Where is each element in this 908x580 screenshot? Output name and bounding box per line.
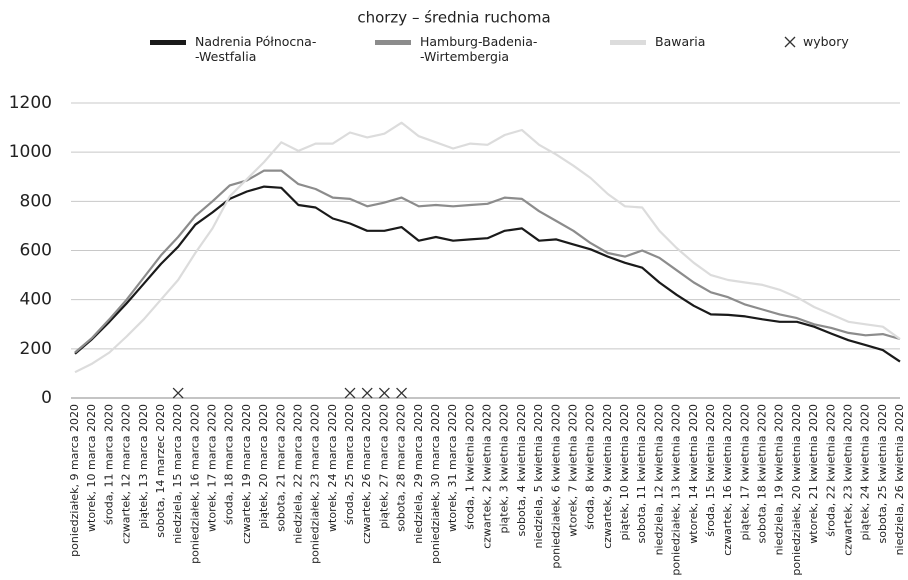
x-tick-label: niedziela, 19 kwietnia 2020 (773, 404, 786, 555)
x-tick-label: wtorek, 7 kwietnia 2020 (566, 404, 579, 537)
x-tick-label: poniedziałek, 23 marca 2020 (309, 404, 322, 564)
legend-label: Nadrenia Północna- -Westfalia (195, 34, 317, 64)
legend-swatch (150, 40, 186, 45)
x-tick-label: sobota, 18 kwietnia 2020 (756, 404, 769, 543)
y-tick-label: 0 (41, 388, 52, 408)
x-tick-label: sobota, 25 kwietnia 2020 (876, 404, 889, 543)
marker (378, 387, 390, 399)
x-tick-label: piątek, 13 marca 2020 (137, 404, 150, 529)
x-tick-label: środa, 18 marca 2020 (223, 404, 236, 525)
x-tick-label: sobota, 21 marca 2020 (274, 404, 287, 532)
x-tick-label: sobota, 14 marzec 2020 (154, 404, 167, 538)
x-tick-label: czwartek, 26 marca 2020 (360, 404, 373, 544)
x-tick-label: czwartek, 2 kwietnia 2020 (481, 404, 494, 549)
x-tick-label: wtorek, 21 kwietnia 2020 (807, 404, 820, 544)
marker (396, 387, 408, 399)
x-tick-label: wtorek, 14 kwietnia 2020 (687, 404, 700, 544)
x-tick-label: poniedziałek, 13 kwietnia 2020 (670, 404, 683, 576)
x-tick-label: poniedziałek, 6 kwietnia 2020 (549, 404, 562, 569)
legend-swatch (610, 40, 646, 45)
x-tick-label: czwartek, 19 marca 2020 (240, 404, 253, 544)
x-tick-label: środa, 25 marca 2020 (343, 404, 356, 525)
legend-label: wybory (803, 34, 849, 49)
x-tick-label: wtorek, 10 marca 2020 (85, 404, 98, 532)
marker (172, 387, 184, 399)
series-line (74, 121, 901, 374)
x-tick-label: poniedziałek, 9 marca 2020 (68, 404, 81, 557)
legend-marker (784, 36, 796, 48)
x-tick-label: poniedziałek, 20 kwietnia 2020 (790, 404, 803, 576)
series-line (74, 185, 901, 363)
x-tick-label: środa, 1 kwietnia 2020 (463, 404, 476, 530)
legend-swatch (375, 40, 411, 45)
x-tick-label: niedziela, 22 marca 2020 (291, 404, 304, 544)
y-tick-label: 800 (20, 191, 52, 211)
x-tick-label: czwartek, 16 kwietnia 2020 (721, 404, 734, 556)
x-tick-label: piątek, 27 marca 2020 (377, 404, 390, 529)
x-tick-label: sobota, 4 kwietnia 2020 (515, 404, 528, 536)
x-tick-label: niedziela, 29 marca 2020 (412, 404, 425, 544)
x-tick-label: środa, 15 kwietnia 2020 (704, 404, 717, 537)
y-tick-label: 600 (20, 241, 52, 261)
x-tick-label: poniedziałek, 16 marca 2020 (188, 404, 201, 564)
y-tick-label: 200 (20, 339, 52, 359)
marker (361, 387, 373, 399)
series-line (74, 169, 901, 354)
x-tick-label: piątek, 17 kwietnia 2020 (738, 404, 751, 540)
chart-title: chorzy – średnia ruchoma (357, 9, 550, 27)
x-tick-label: sobota, 28 marca 2020 (395, 404, 408, 532)
x-tick-label: wtorek, 17 marca 2020 (206, 404, 219, 532)
legend-label: Hamburg-Badenia- -Wirtembergia (420, 34, 538, 64)
x-tick-label: środa, 11 marca 2020 (102, 404, 115, 525)
x-tick-label: piątek, 24 kwietnia 2020 (859, 404, 872, 540)
marker (344, 387, 356, 399)
x-tick-label: wtorek, 31 marca 2020 (446, 404, 459, 532)
x-tick-label: wtorek, 24 marca 2020 (326, 404, 339, 532)
x-tick-label: piątek, 10 kwietnia 2020 (618, 404, 631, 540)
y-tick-label: 1000 (9, 142, 52, 162)
x-tick-label: środa, 22 kwietnia 2020 (824, 404, 837, 537)
x-tick-label: niedziela, 26 kwietnia 2020 (893, 404, 906, 555)
legend-label: Bawaria (655, 34, 706, 49)
x-tick-label: niedziela, 15 marca 2020 (171, 404, 184, 544)
x-tick-label: piątek, 3 kwietnia 2020 (498, 404, 511, 533)
x-tick-label: piątek, 20 marca 2020 (257, 404, 270, 529)
x-tick-label: niedziela, 12 kwietnia 2020 (652, 404, 665, 555)
y-tick-label: 400 (20, 290, 52, 310)
x-tick-label: czwartek, 23 kwietnia 2020 (841, 404, 854, 556)
x-tick-label: czwartek, 12 marca 2020 (120, 404, 133, 544)
x-tick-label: niedziela, 5 kwietnia 2020 (532, 404, 545, 548)
x-tick-label: poniedziałek, 30 marca 2020 (429, 404, 442, 564)
x-tick-label: środa, 8 kwietnia 2020 (584, 404, 597, 530)
x-tick-label: czwartek, 9 kwietnia 2020 (601, 404, 614, 549)
y-tick-label: 1200 (9, 93, 52, 113)
x-tick-label: sobota, 11 kwietnia 2020 (635, 404, 648, 543)
